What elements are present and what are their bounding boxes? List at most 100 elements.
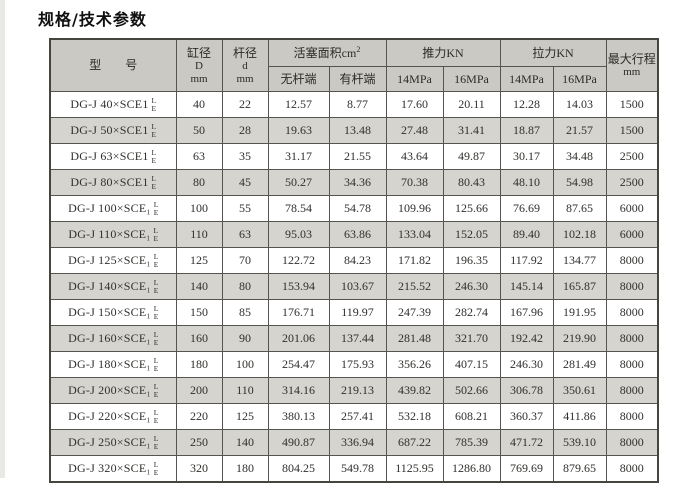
cell-rod: 28 (221, 117, 269, 144)
cell-stroke: 8000 (605, 351, 659, 378)
cell-rod: 140 (221, 429, 269, 456)
cell-stroke: 8000 (605, 273, 659, 300)
model-cell: DG-J 63×SCE1 L E (49, 143, 177, 170)
cell-push-16mpa: 196.35 (442, 247, 501, 274)
cell-push-16mpa: 608.21 (442, 403, 501, 430)
cell-stroke: 8000 (605, 455, 659, 483)
suffix-e: E (153, 233, 159, 243)
header-bore-unit: mm (190, 72, 208, 85)
header-model: 型 号 (49, 38, 177, 92)
suffix-l: L (153, 434, 159, 443)
header-rod-unit: mm (236, 72, 254, 85)
spec-table: 型 号 缸径 D mm 杆径 d mm 活塞面积cm2 推力KN 拉力KN 最大… (49, 38, 660, 483)
suffix-e: E (153, 415, 159, 425)
cell-area-rodend: 119.97 (328, 299, 387, 326)
header-push-14mpa: 14MPa (385, 66, 444, 92)
cell-area-rodend: 336.94 (328, 429, 387, 456)
suffix-e: E (151, 103, 157, 113)
cell-push-14mpa: 281.48 (385, 325, 444, 352)
table-row: DG-J 50×SCE1 L E 50 28 19.63 13.48 27.48… (49, 117, 659, 144)
cell-area-rodless: 314.16 (267, 377, 330, 404)
cell-rod: 110 (221, 377, 269, 404)
cell-push-14mpa: 133.04 (385, 221, 444, 248)
cell-stroke: 8000 (605, 403, 659, 430)
model-cell: DG-J 110×SCE₁ L E (49, 221, 177, 248)
cell-push-16mpa: 20.11 (442, 91, 501, 118)
model-wrap: DG-J 220×SCE₁ L E (68, 409, 158, 424)
cell-push-14mpa: 247.39 (385, 299, 444, 326)
model-label: DG-J 250×SCE₁ (68, 435, 151, 449)
cell-area-rodend: 137.44 (328, 325, 387, 352)
le-suffix: L E (154, 227, 159, 242)
le-suffix: L E (154, 435, 159, 450)
model-wrap: DG-J 50×SCE1 L E (70, 123, 156, 138)
cell-bore: 250 (175, 429, 223, 456)
cell-pull-14mpa: 167.96 (499, 299, 554, 326)
cell-area-rodless: 254.47 (267, 351, 330, 378)
cell-pull-14mpa: 360.37 (499, 403, 554, 430)
suffix-e: E (153, 467, 159, 477)
cell-bore: 80 (175, 169, 223, 196)
cell-bore: 40 (175, 91, 223, 118)
cell-pull-14mpa: 18.87 (499, 117, 554, 144)
cell-pull-14mpa: 306.78 (499, 377, 554, 404)
cell-area-rodend: 84.23 (328, 247, 387, 274)
model-label: DG-J 100×SCE₁ (68, 201, 151, 215)
cell-pull-14mpa: 89.40 (499, 221, 554, 248)
le-suffix: L E (154, 305, 159, 320)
table-row: DG-J 200×SCE₁ L E 200 110 314.16 219.13 … (49, 377, 659, 404)
model-label: DG-J 63×SCE1 (70, 149, 149, 163)
cell-rod: 85 (221, 299, 269, 326)
cell-rod: 100 (221, 351, 269, 378)
cell-push-16mpa: 31.41 (442, 117, 501, 144)
header-rod: 杆径 d mm (221, 38, 269, 92)
model-label: DG-J 200×SCE₁ (68, 383, 151, 397)
suffix-e: E (151, 181, 157, 191)
header-push-group: 推力KN (385, 38, 501, 67)
table-row: DG-J 125×SCE₁ L E 125 70 122.72 84.23 17… (49, 247, 659, 274)
cell-area-rodend: 34.36 (328, 169, 387, 196)
suffix-e: E (153, 441, 159, 451)
cell-stroke: 1500 (605, 91, 659, 118)
model-cell: DG-J 150×SCE₁ L E (49, 299, 177, 326)
model-cell: DG-J 200×SCE₁ L E (49, 377, 177, 404)
suffix-l: L (153, 252, 159, 261)
model-label: DG-J 40×SCE1 (70, 97, 149, 111)
cell-push-14mpa: 215.52 (385, 273, 444, 300)
cell-pull-14mpa: 117.92 (499, 247, 554, 274)
cell-area-rodless: 31.17 (267, 143, 330, 170)
cell-pull-16mpa: 87.65 (552, 195, 607, 222)
cell-stroke: 6000 (605, 195, 659, 222)
le-suffix: L E (154, 201, 159, 216)
cell-push-14mpa: 17.60 (385, 91, 444, 118)
cell-rod: 70 (221, 247, 269, 274)
model-label: DG-J 50×SCE1 (70, 123, 149, 137)
cell-area-rodend: 13.48 (328, 117, 387, 144)
cell-bore: 220 (175, 403, 223, 430)
cell-push-16mpa: 282.74 (442, 299, 501, 326)
suffix-l: L (151, 174, 157, 183)
page-edge-strip (0, 0, 5, 478)
cell-bore: 100 (175, 195, 223, 222)
model-wrap: DG-J 150×SCE₁ L E (68, 305, 158, 320)
model-cell: DG-J 50×SCE1 L E (49, 117, 177, 144)
model-label: DG-J 320×SCE₁ (68, 461, 151, 475)
cell-bore: 160 (175, 325, 223, 352)
header-pull-group: 拉力KN (499, 38, 607, 67)
table-row: DG-J 140×SCE₁ L E 140 80 153.94 103.67 2… (49, 273, 659, 300)
cell-pull-16mpa: 34.48 (552, 143, 607, 170)
table-row: DG-J 110×SCE₁ L E 110 63 95.03 63.86 133… (49, 221, 659, 248)
cell-bore: 140 (175, 273, 223, 300)
model-label: DG-J 180×SCE₁ (68, 357, 151, 371)
model-wrap: DG-J 100×SCE₁ L E (68, 201, 158, 216)
cell-pull-16mpa: 165.87 (552, 273, 607, 300)
suffix-e: E (153, 363, 159, 373)
cell-stroke: 8000 (605, 299, 659, 326)
cell-area-rodend: 103.67 (328, 273, 387, 300)
cell-pull-16mpa: 411.86 (552, 403, 607, 430)
cell-bore: 63 (175, 143, 223, 170)
suffix-e: E (153, 207, 159, 217)
le-suffix: L E (152, 97, 157, 112)
cell-rod: 80 (221, 273, 269, 300)
le-suffix: L E (152, 149, 157, 164)
